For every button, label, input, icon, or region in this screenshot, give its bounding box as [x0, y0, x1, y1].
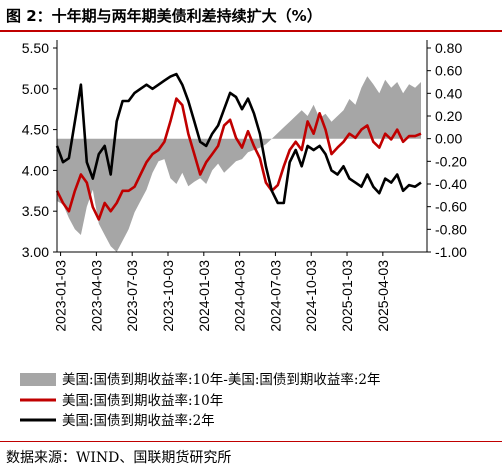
- right-tick-label: -1.00: [435, 244, 467, 260]
- data-source: 数据来源：WIND、国联期货研究所: [6, 450, 232, 466]
- x-tick-label: 2023-07-03: [124, 260, 140, 332]
- x-tick-label: 2024-04-03: [232, 260, 248, 332]
- title-underline: [0, 30, 502, 32]
- legend-label: 美国:国债到期收益率:10年: [62, 392, 223, 409]
- right-tick-label: -0.20: [435, 153, 467, 169]
- left-tick-label: 3.00: [22, 244, 49, 260]
- series-line-2y: [55, 72, 422, 205]
- legend-label: 美国:国债到期收益率:2年: [62, 412, 215, 429]
- x-tick-label: 2023-10-03: [160, 260, 176, 332]
- left-tick-label: 3.50: [22, 203, 49, 219]
- legend-swatch-spread: [20, 373, 56, 386]
- x-tick-label: 2023-04-03: [88, 260, 104, 332]
- legend: 美国:国债到期收益率:10年-美国:国债到期收益率:2年美国:国债到期收益率:1…: [20, 371, 381, 429]
- right-tick-label: -0.40: [435, 176, 467, 192]
- left-tick-label: 5.50: [22, 40, 49, 56]
- x-tick-label: 2023-01-03: [53, 260, 69, 332]
- x-tick-label: 2025-01-03: [339, 260, 355, 332]
- x-tick-label: 2024-10-03: [303, 260, 319, 332]
- legend-label: 美国:国债到期收益率:10年-美国:国债到期收益率:2年: [62, 371, 381, 388]
- right-tick-label: 0.40: [435, 85, 462, 101]
- axes: 3.00 3.50 4.00 4.50 5.00 5.50 -1.00 -0.80 -0.60 -…: [22, 40, 467, 332]
- right-tick-label: 0.20: [435, 108, 462, 124]
- chart-canvas: 3.00 3.50 4.00 4.50 5.00 5.50 -1.00 -0.80 -0.60 -…: [20, 40, 467, 429]
- left-tick-label: 4.00: [22, 162, 49, 178]
- right-tick-label: -0.60: [435, 199, 467, 215]
- x-tick-label: 2024-07-03: [267, 260, 283, 332]
- x-tick-label: 2024-01-03: [196, 260, 212, 332]
- series-area-spread: [57, 76, 421, 252]
- left-tick-label: 5.00: [22, 81, 49, 97]
- source-divider: [0, 441, 502, 442]
- right-tick-label: 0.80: [435, 40, 462, 56]
- right-tick-label: 0.00: [435, 131, 462, 147]
- x-tick-label: 2025-04-03: [375, 260, 391, 332]
- series-line-10y: [55, 97, 422, 221]
- right-tick-label: 0.60: [435, 63, 462, 79]
- plot-area: [55, 72, 422, 252]
- left-tick-label: 4.50: [22, 122, 49, 138]
- right-tick-label: -0.80: [435, 221, 467, 237]
- chart-title: 图 2：十年期与两年期美债利差持续扩大（%）: [6, 7, 322, 25]
